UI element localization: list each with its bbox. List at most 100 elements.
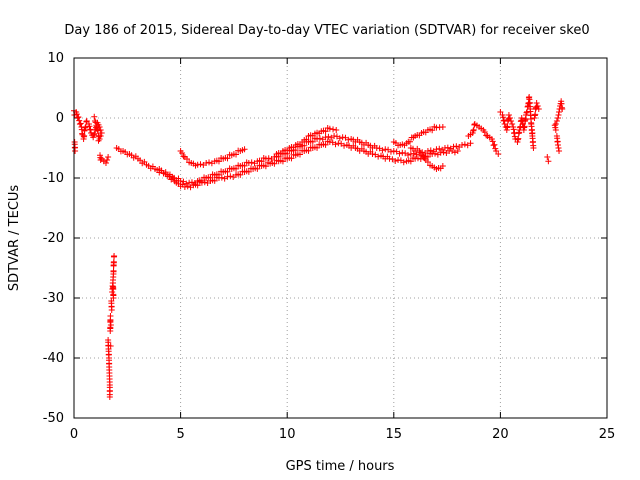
data-point-dense <box>201 179 208 186</box>
data-point <box>495 151 502 157</box>
data-point-dense <box>483 132 490 139</box>
data-point-dense <box>245 168 252 175</box>
data-point <box>335 140 342 147</box>
data-point-dense <box>407 158 414 165</box>
data-point-dense <box>534 103 541 109</box>
y-tick-label: -50 <box>43 411 64 426</box>
data-point-dense <box>82 123 89 130</box>
data-point-dense <box>248 159 255 166</box>
data-point-dense <box>215 158 222 165</box>
y-tick-label: -40 <box>43 351 64 366</box>
data-point <box>529 130 536 136</box>
data-point-dense <box>400 159 407 166</box>
data-point-dense <box>96 133 103 140</box>
data-point-dense <box>523 109 530 116</box>
data-point-dense <box>555 112 562 118</box>
data-point-dense <box>444 144 451 151</box>
data-point-dense <box>449 148 456 154</box>
data-point-dense <box>500 114 507 121</box>
data-point <box>245 160 252 166</box>
x-tick-label: 20 <box>492 427 509 442</box>
data-point <box>224 173 231 180</box>
data-point-dense <box>405 152 412 158</box>
data-point-dense <box>427 147 434 154</box>
axis-ticks: 0 5 10 15 20 25 -50 -40 -30 -20 -10 0 10 <box>43 51 616 442</box>
data-point-dense <box>309 138 316 145</box>
data-point <box>111 253 118 259</box>
data-point-dense <box>440 149 447 156</box>
data-point <box>198 179 205 186</box>
y-tick-label: -10 <box>43 171 64 186</box>
data-point <box>556 109 563 115</box>
data-point-dense <box>254 165 261 172</box>
data-point <box>554 142 561 148</box>
data-point-dense <box>301 142 308 149</box>
data-point-dense <box>461 141 468 148</box>
data-point-dense <box>76 121 83 128</box>
data-point <box>382 146 389 153</box>
data-point-dense <box>336 135 343 142</box>
data-point-dense <box>322 128 329 135</box>
data-point-dense <box>93 125 100 132</box>
data-point-dense <box>407 138 414 145</box>
data-point <box>454 148 461 154</box>
data-point-dense <box>424 153 431 160</box>
data-point-dense <box>410 150 417 157</box>
data-point-dense <box>555 145 562 151</box>
data-point-dense <box>233 165 240 172</box>
data-point-dense <box>265 155 272 162</box>
data-point <box>467 140 474 147</box>
data-point <box>450 143 457 150</box>
data-point <box>439 163 446 169</box>
data-point-dense <box>314 144 321 151</box>
data-point <box>105 154 112 160</box>
data-point <box>98 130 105 136</box>
data-point-dense <box>82 124 89 131</box>
data-point-dense <box>509 121 516 127</box>
data-point <box>181 184 188 190</box>
data-point-dense <box>392 158 399 164</box>
data-point-dense <box>271 160 278 167</box>
data-point-dense <box>94 126 101 133</box>
data-point-dense <box>506 115 513 121</box>
data-point <box>186 179 193 186</box>
data-point-dense <box>387 148 394 155</box>
data-point <box>106 394 113 400</box>
data-point-dense <box>305 147 312 154</box>
data-point-dense <box>429 127 436 134</box>
data-point-dense <box>91 118 98 124</box>
data-point-dense <box>206 159 213 166</box>
data-point <box>194 161 201 168</box>
y-tick-label: -20 <box>43 231 64 246</box>
data-point <box>533 100 540 106</box>
data-point-dense <box>532 111 539 118</box>
data-point-dense <box>237 171 244 178</box>
y-tick-label: -30 <box>43 291 64 306</box>
data-point-dense <box>86 126 93 133</box>
data-point-dense <box>470 126 477 133</box>
data-point-dense <box>77 120 84 127</box>
data-point-dense <box>211 177 218 184</box>
data-point <box>554 115 561 121</box>
data-point <box>369 151 376 157</box>
data-point-dense <box>470 127 477 134</box>
data-point <box>95 137 102 144</box>
data-point <box>508 118 515 124</box>
grid <box>74 58 607 418</box>
data-point-dense <box>90 131 97 138</box>
x-tick-label: 0 <box>70 427 78 442</box>
data-point-dense <box>504 123 511 130</box>
data-point-dense <box>420 152 427 158</box>
y-axis-label: SDTVAR / TECUs <box>7 185 22 292</box>
data-point <box>412 155 419 162</box>
data-point-dense <box>471 121 478 128</box>
chart-title: Day 186 of 2015, Sidereal Day-to-day VTE… <box>64 23 589 38</box>
data-point <box>339 134 346 141</box>
data-point <box>439 124 446 130</box>
data-point-dense <box>74 114 81 121</box>
data-point <box>107 313 114 319</box>
x-tick-label: 5 <box>176 427 184 442</box>
data-point-dense <box>91 130 98 137</box>
data-point <box>262 155 269 162</box>
